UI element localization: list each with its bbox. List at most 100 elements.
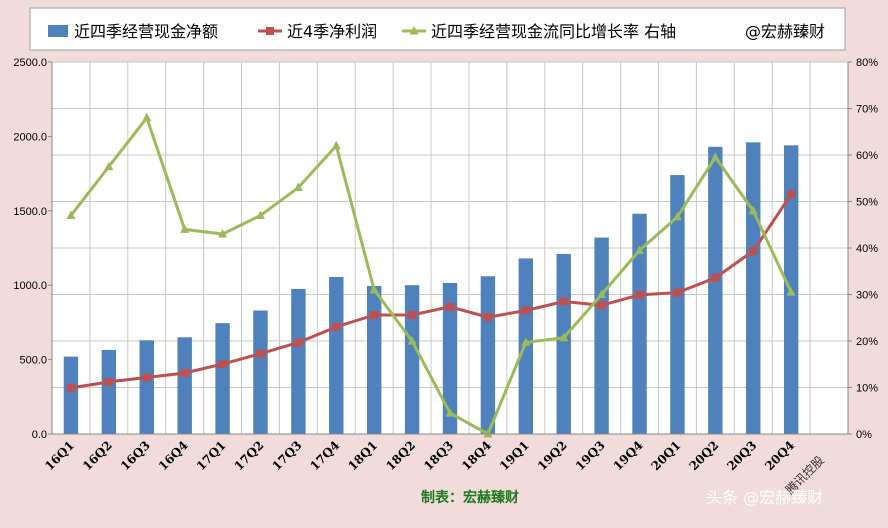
bar bbox=[215, 323, 230, 434]
profit-marker bbox=[711, 273, 720, 282]
bar bbox=[139, 340, 154, 434]
x-tick-label: 19Q3 bbox=[573, 438, 608, 473]
x-tick-label: 16Q3 bbox=[118, 438, 153, 473]
x-tick-label: 18Q3 bbox=[421, 438, 456, 473]
x-tick-label: 20Q4 bbox=[762, 438, 797, 473]
y-right-tick-label: 0% bbox=[856, 429, 872, 441]
y-right-tick-label: 30% bbox=[856, 290, 878, 302]
profit-marker bbox=[256, 349, 265, 358]
growth-marker bbox=[521, 337, 531, 346]
legend-profit-marker bbox=[266, 27, 274, 35]
y-right-tick-label: 20% bbox=[856, 336, 878, 348]
growth-marker bbox=[597, 289, 607, 298]
x-tick-label: 20Q3 bbox=[724, 438, 759, 473]
profit-marker bbox=[673, 288, 682, 297]
x-tick-label: 20Q1 bbox=[649, 438, 684, 473]
growth-marker bbox=[483, 429, 493, 438]
growth-marker bbox=[255, 210, 265, 219]
x-tick-label: 19Q2 bbox=[535, 438, 570, 473]
growth-marker bbox=[104, 161, 114, 171]
bar bbox=[594, 237, 609, 434]
y-left-tick-label: 1500.0 bbox=[13, 206, 47, 218]
y-right-tick-label: 60% bbox=[856, 150, 878, 162]
bar bbox=[632, 213, 647, 434]
line-series bbox=[66, 112, 796, 438]
legend-extra: @宏赫臻财 bbox=[745, 22, 825, 41]
y-left-tick-label: 0.0 bbox=[32, 429, 47, 441]
profit-marker bbox=[597, 301, 606, 310]
growth-marker bbox=[635, 245, 645, 254]
growth-marker bbox=[748, 205, 758, 215]
profit-marker bbox=[408, 310, 417, 319]
profit-marker bbox=[142, 373, 151, 382]
bar bbox=[253, 310, 268, 434]
bar bbox=[291, 288, 306, 434]
growth-marker bbox=[293, 182, 303, 192]
profit-marker bbox=[483, 313, 492, 322]
x-tick-label: 16Q1 bbox=[42, 438, 77, 473]
profit-marker bbox=[635, 290, 644, 299]
profit-marker bbox=[559, 297, 568, 306]
bar bbox=[746, 142, 761, 435]
credit-text: 制表：宏赫臻财 bbox=[421, 489, 519, 506]
profit-marker bbox=[370, 310, 379, 319]
y-right-tick-label: 40% bbox=[856, 243, 878, 255]
bar bbox=[404, 285, 420, 434]
growth-marker bbox=[559, 332, 569, 342]
legend-label: 近四季经营现金净额 bbox=[74, 22, 218, 41]
profit-marker bbox=[218, 360, 227, 369]
growth-marker bbox=[142, 112, 152, 122]
legend: 近四季经营现金净额 近4季净利润 近四季经营现金流同比增长率 右轴 @宏赫臻财 bbox=[48, 22, 825, 41]
bar bbox=[101, 349, 117, 434]
x-tick-label: 17Q1 bbox=[194, 438, 229, 473]
growth-marker bbox=[180, 224, 190, 233]
y-right-tick-label: 80% bbox=[856, 57, 878, 69]
x-tick-label: 18Q1 bbox=[345, 438, 380, 473]
profit-marker bbox=[446, 302, 454, 311]
watermark: 头条 @宏赫臻财 bbox=[706, 488, 823, 507]
x-tick-label: 18Q4 bbox=[459, 438, 494, 473]
x-tick-label: 16Q4 bbox=[156, 438, 191, 473]
y-left-tick-label: 1000.0 bbox=[13, 280, 47, 292]
bar bbox=[366, 285, 382, 434]
growth-marker bbox=[407, 336, 417, 345]
growth-marker bbox=[369, 284, 379, 294]
x-tick-label: 17Q3 bbox=[269, 438, 304, 473]
legend-label: 近四季经营现金流同比增长率 右轴 bbox=[431, 22, 676, 41]
growth-marker bbox=[218, 229, 228, 238]
legend-growth-marker bbox=[409, 26, 419, 35]
x-tick-label: 18Q2 bbox=[383, 438, 418, 473]
x-tick-label: 17Q2 bbox=[232, 438, 267, 473]
bar bbox=[480, 276, 496, 434]
y-right-tick-label: 70% bbox=[856, 104, 878, 116]
bar bbox=[63, 356, 79, 434]
y-left-tick-label: 2000.0 bbox=[13, 131, 47, 143]
profit-marker bbox=[294, 338, 303, 347]
y-right-tick-label: 50% bbox=[856, 197, 878, 209]
legend-box bbox=[29, 7, 846, 51]
bar bbox=[442, 282, 458, 434]
growth-marker bbox=[445, 408, 455, 417]
profit-marker bbox=[787, 190, 796, 199]
profit-marker bbox=[66, 383, 75, 392]
growth-marker bbox=[786, 287, 796, 296]
profit-marker bbox=[521, 306, 530, 315]
x-tick-label: 19Q1 bbox=[497, 438, 532, 473]
profit-marker bbox=[332, 322, 341, 331]
growth-marker bbox=[66, 210, 76, 219]
y-left-tick-label: 500.0 bbox=[19, 355, 47, 367]
legend-bar-swatch bbox=[48, 25, 68, 37]
series-line bbox=[70, 193, 793, 390]
bar bbox=[708, 146, 723, 435]
growth-marker bbox=[710, 152, 720, 161]
growth-marker bbox=[672, 211, 682, 221]
profit-marker bbox=[180, 368, 189, 377]
profit-marker bbox=[104, 377, 113, 386]
x-tick-label: 20Q2 bbox=[686, 438, 721, 473]
growth-marker bbox=[331, 140, 341, 150]
bar bbox=[329, 277, 344, 434]
bar bbox=[177, 337, 192, 434]
bar bbox=[556, 253, 571, 434]
x-tick-label: 19Q4 bbox=[611, 438, 646, 473]
